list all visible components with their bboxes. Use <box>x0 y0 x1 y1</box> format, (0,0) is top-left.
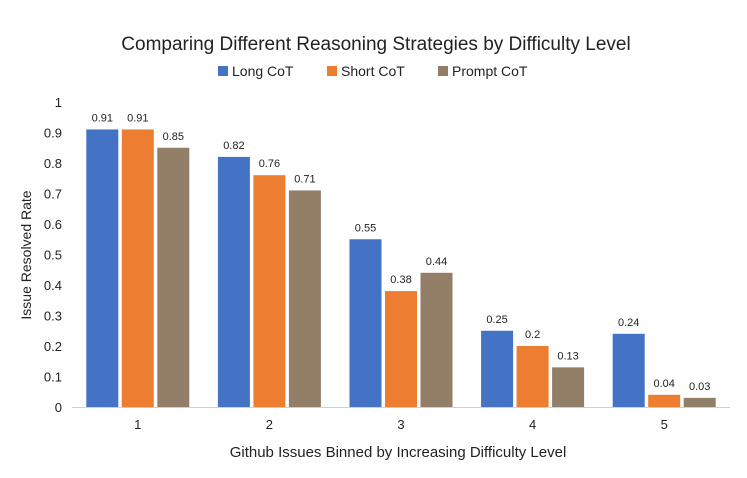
bar-prompt-cot-3 <box>420 272 453 407</box>
legend-label: Prompt CoT <box>452 63 528 79</box>
data-label: 0.85 <box>163 131 184 143</box>
bar-long-cot-4 <box>481 330 514 407</box>
bar-short-cot-3 <box>385 291 417 407</box>
data-label: 0.25 <box>486 314 507 326</box>
data-label: 0.13 <box>557 350 578 362</box>
legend-swatch <box>327 66 337 76</box>
x-tick-label: 3 <box>397 417 404 432</box>
x-tick-label: 5 <box>661 417 668 432</box>
y-tick-label: 0 <box>55 400 62 415</box>
bar-short-cot-4 <box>516 346 549 407</box>
chart-title: Comparing Different Reasoning Strategies… <box>121 34 630 55</box>
data-label: 0.03 <box>689 381 710 393</box>
data-label: 0.24 <box>618 317 639 329</box>
data-label: 0.91 <box>127 112 148 124</box>
legend-label: Short CoT <box>341 63 405 79</box>
x-tick-label: 1 <box>134 417 141 432</box>
x-tick-label: 2 <box>266 417 273 432</box>
bar-long-cot-1 <box>86 129 119 407</box>
y-tick-label: 0.8 <box>44 156 62 171</box>
y-tick-label: 0.5 <box>44 248 62 263</box>
x-axis-ticks: 1 2 3 4 5 <box>134 417 668 432</box>
y-axis-ticks: 0 0.1 0.2 0.3 0.4 0.5 0.6 0.7 0.8 0.9 1 <box>44 95 62 415</box>
y-tick-label: 0.7 <box>44 187 62 202</box>
bars: 0.91 0.91 0.85 0.82 0.76 0.71 0.55 0.38 0.44 0.25… <box>86 112 716 407</box>
legend-swatch <box>218 66 228 76</box>
data-label: 0.44 <box>426 256 447 268</box>
data-label: 0.38 <box>390 274 411 286</box>
legend-label: Long CoT <box>232 63 294 79</box>
bar-prompt-cot-4 <box>552 367 585 407</box>
bar-short-cot-5 <box>648 394 681 407</box>
y-tick-label: 0.9 <box>44 126 62 141</box>
bar-long-cot-5 <box>612 333 645 407</box>
bar-prompt-cot-5 <box>683 397 716 407</box>
bar-short-cot-1 <box>121 129 154 407</box>
data-label: 0.91 <box>92 112 113 124</box>
x-tick-label: 4 <box>529 417 536 432</box>
legend: Long CoT Short CoT Prompt CoT <box>218 63 528 79</box>
y-tick-label: 0.3 <box>44 309 62 324</box>
data-label: 0.82 <box>223 140 244 152</box>
data-label: 0.76 <box>259 158 280 170</box>
bar-short-cot-2 <box>253 175 286 407</box>
y-tick-label: 0.6 <box>44 217 62 232</box>
x-axis-label: Github Issues Binned by Increasing Diffi… <box>230 444 567 461</box>
y-tick-label: 0.2 <box>44 339 62 354</box>
y-tick-label: 0.4 <box>44 278 62 293</box>
legend-swatch <box>438 66 448 76</box>
data-label: 0.71 <box>294 173 315 185</box>
bar-prompt-cot-2 <box>288 190 321 407</box>
data-label: 0.2 <box>525 329 540 341</box>
y-axis-label: Issue Resolved Rate <box>18 190 34 319</box>
bar-prompt-cot-1 <box>157 147 190 407</box>
bar-long-cot-2 <box>217 156 250 407</box>
data-label: 0.55 <box>355 222 376 234</box>
bar-long-cot-3 <box>349 239 382 407</box>
y-tick-label: 1 <box>55 95 62 110</box>
data-label: 0.04 <box>653 378 674 390</box>
y-tick-label: 0.1 <box>44 370 62 385</box>
